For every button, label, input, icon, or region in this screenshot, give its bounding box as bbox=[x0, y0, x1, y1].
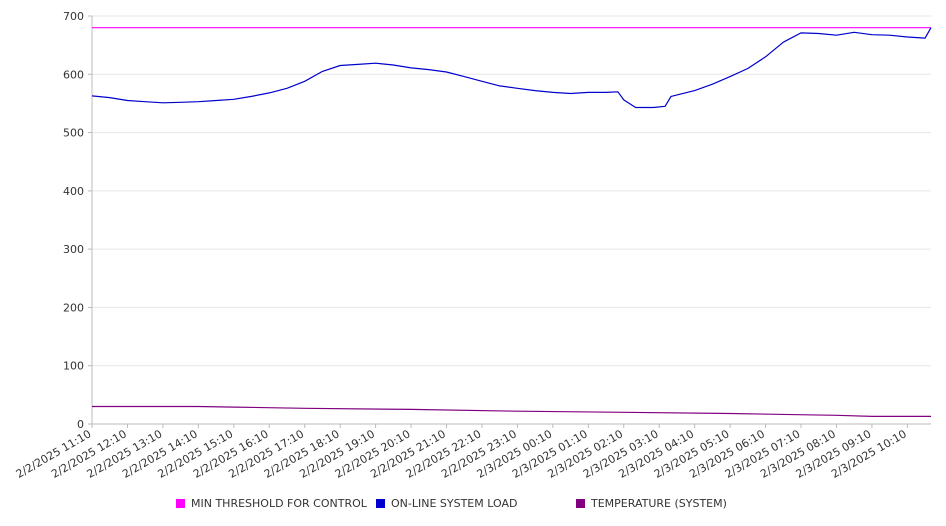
legend: MIN THRESHOLD FOR CONTROL ON-LINE SYSTEM… bbox=[0, 497, 946, 515]
legend-item-system-load[interactable]: ON-LINE SYSTEM LOAD bbox=[376, 497, 517, 510]
y-tick-label-300: 300 bbox=[63, 243, 84, 256]
y-tick-label-100: 100 bbox=[63, 360, 84, 373]
series-line-1 bbox=[91, 27, 932, 109]
y-tick-label-700: 700 bbox=[63, 10, 84, 23]
y-tick-label-0: 0 bbox=[77, 418, 84, 431]
legend-label-temperature: TEMPERATURE (SYSTEM) bbox=[591, 497, 727, 510]
axes bbox=[91, 16, 931, 425]
legend-item-threshold[interactable]: MIN THRESHOLD FOR CONTROL bbox=[176, 497, 367, 510]
legend-item-temperature[interactable]: TEMPERATURE (SYSTEM) bbox=[576, 497, 727, 510]
y-tick-label-500: 500 bbox=[63, 127, 84, 140]
y-tick-label-400: 400 bbox=[63, 185, 84, 198]
legend-label-threshold: MIN THRESHOLD FOR CONTROL bbox=[191, 497, 367, 510]
series-lines bbox=[91, 27, 932, 417]
legend-swatch-system-load bbox=[376, 499, 385, 508]
x-axis-ticks: 2/2/2025 11:102/2/2025 12:102/2/2025 13:… bbox=[14, 424, 909, 481]
legend-label-system-load: ON-LINE SYSTEM LOAD bbox=[391, 497, 518, 510]
legend-swatch-temperature bbox=[576, 499, 585, 508]
legend-swatch-threshold bbox=[176, 499, 185, 508]
y-axis-ticks: 0 100 200 300 400 500 600 700 bbox=[63, 10, 92, 431]
y-tick-label-200: 200 bbox=[63, 301, 84, 314]
series-line-2 bbox=[92, 405, 931, 417]
gridlines bbox=[92, 15, 931, 367]
y-tick-label-600: 600 bbox=[63, 68, 84, 81]
